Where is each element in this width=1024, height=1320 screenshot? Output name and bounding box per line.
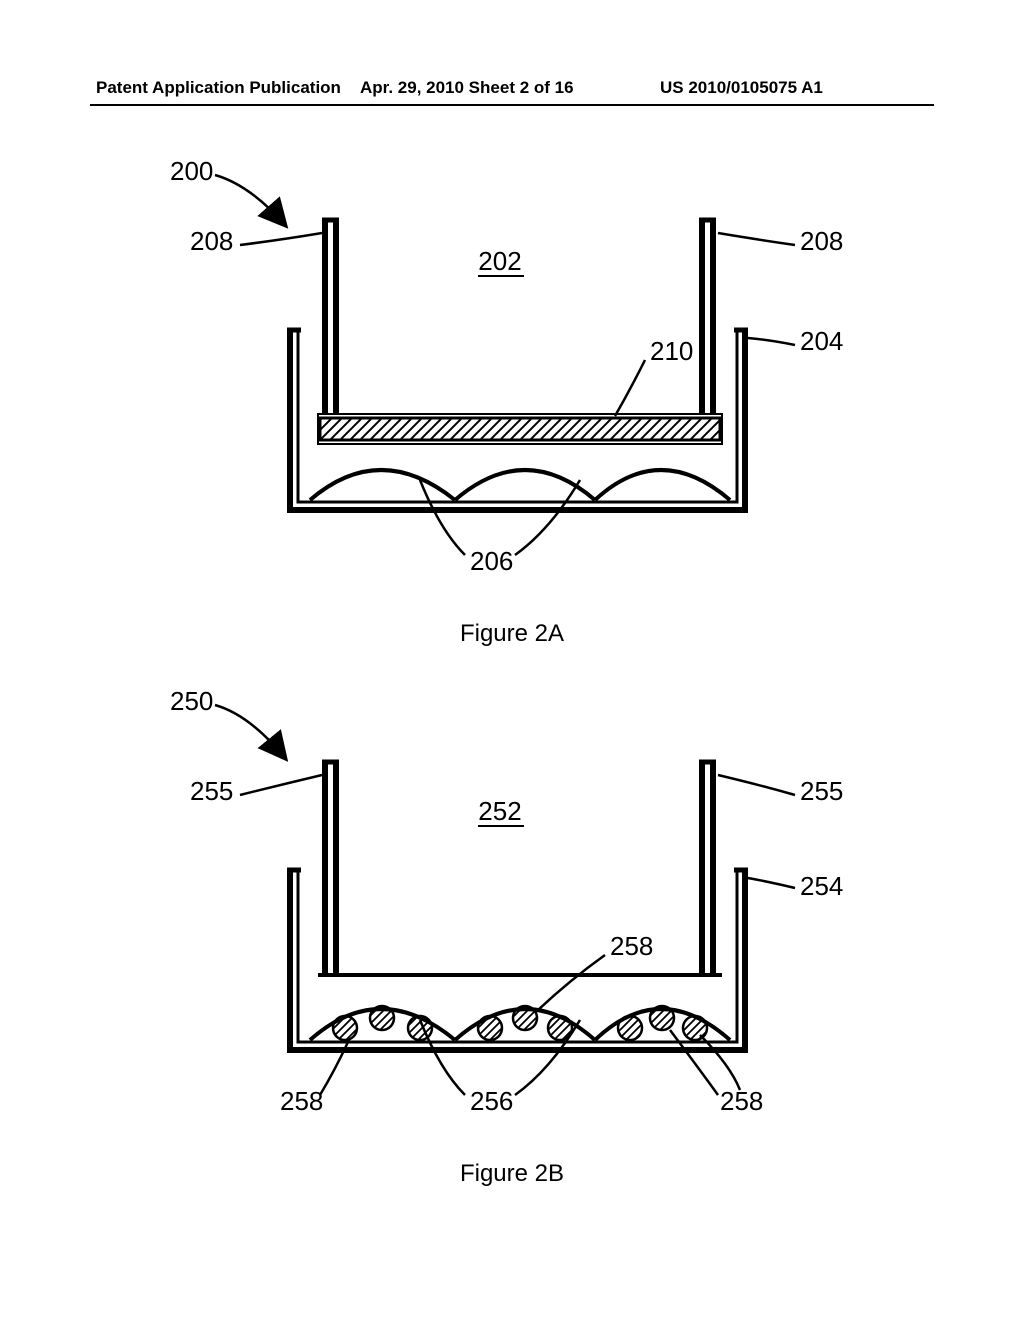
ref-208-right: 208 (800, 226, 843, 256)
beads (333, 1006, 707, 1040)
leader-208-left (240, 233, 322, 245)
header-left: Patent Application Publication (96, 78, 341, 98)
figure-2a-svg: 200 208 208 202 210 204 206 (140, 150, 880, 600)
leader-255-left (240, 775, 322, 795)
header-rule (90, 104, 934, 106)
ref-204: 204 (800, 326, 843, 356)
caption-2a: Figure 2A (0, 620, 1024, 648)
figure-2b-svg: 250 255 255 252 254 258 256 258 258 (140, 670, 880, 1140)
ref-258-upper: 258 (610, 931, 653, 961)
ref-255-right: 255 (800, 776, 843, 806)
ref-250: 250 (170, 686, 213, 716)
ref-256: 256 (470, 1086, 513, 1116)
leader-255-right (718, 775, 795, 795)
lens-array (310, 470, 730, 500)
leader-258-upper (538, 955, 605, 1010)
figure-2b: 250 255 255 252 254 258 256 258 258 (140, 670, 880, 1145)
leader-208-right (718, 233, 795, 245)
caption-2b: Figure 2B (0, 1160, 1024, 1188)
leader-206-b (515, 480, 580, 555)
ref-258-br: 258 (720, 1086, 763, 1116)
ref-208-left: 208 (190, 226, 233, 256)
leader-204 (748, 338, 795, 345)
leader-200 (215, 175, 285, 225)
ref-202: 202 (478, 246, 521, 276)
ref-206: 206 (470, 546, 513, 576)
ref-255-left: 255 (190, 776, 233, 806)
leader-210 (615, 360, 645, 416)
ref-254: 254 (800, 871, 843, 901)
ref-252: 252 (478, 796, 521, 826)
ref-210: 210 (650, 336, 693, 366)
leader-250 (215, 705, 285, 758)
hatched-layer (320, 418, 720, 440)
ref-258-bl: 258 (280, 1086, 323, 1116)
inner-container-b (318, 762, 722, 975)
header-center: Apr. 29, 2010 Sheet 2 of 16 (360, 78, 574, 98)
header-right: US 2010/0105075 A1 (660, 78, 823, 98)
ref-200: 200 (170, 156, 213, 186)
figure-2a: 200 208 208 202 210 204 206 (140, 150, 880, 605)
leader-254 (748, 878, 795, 888)
